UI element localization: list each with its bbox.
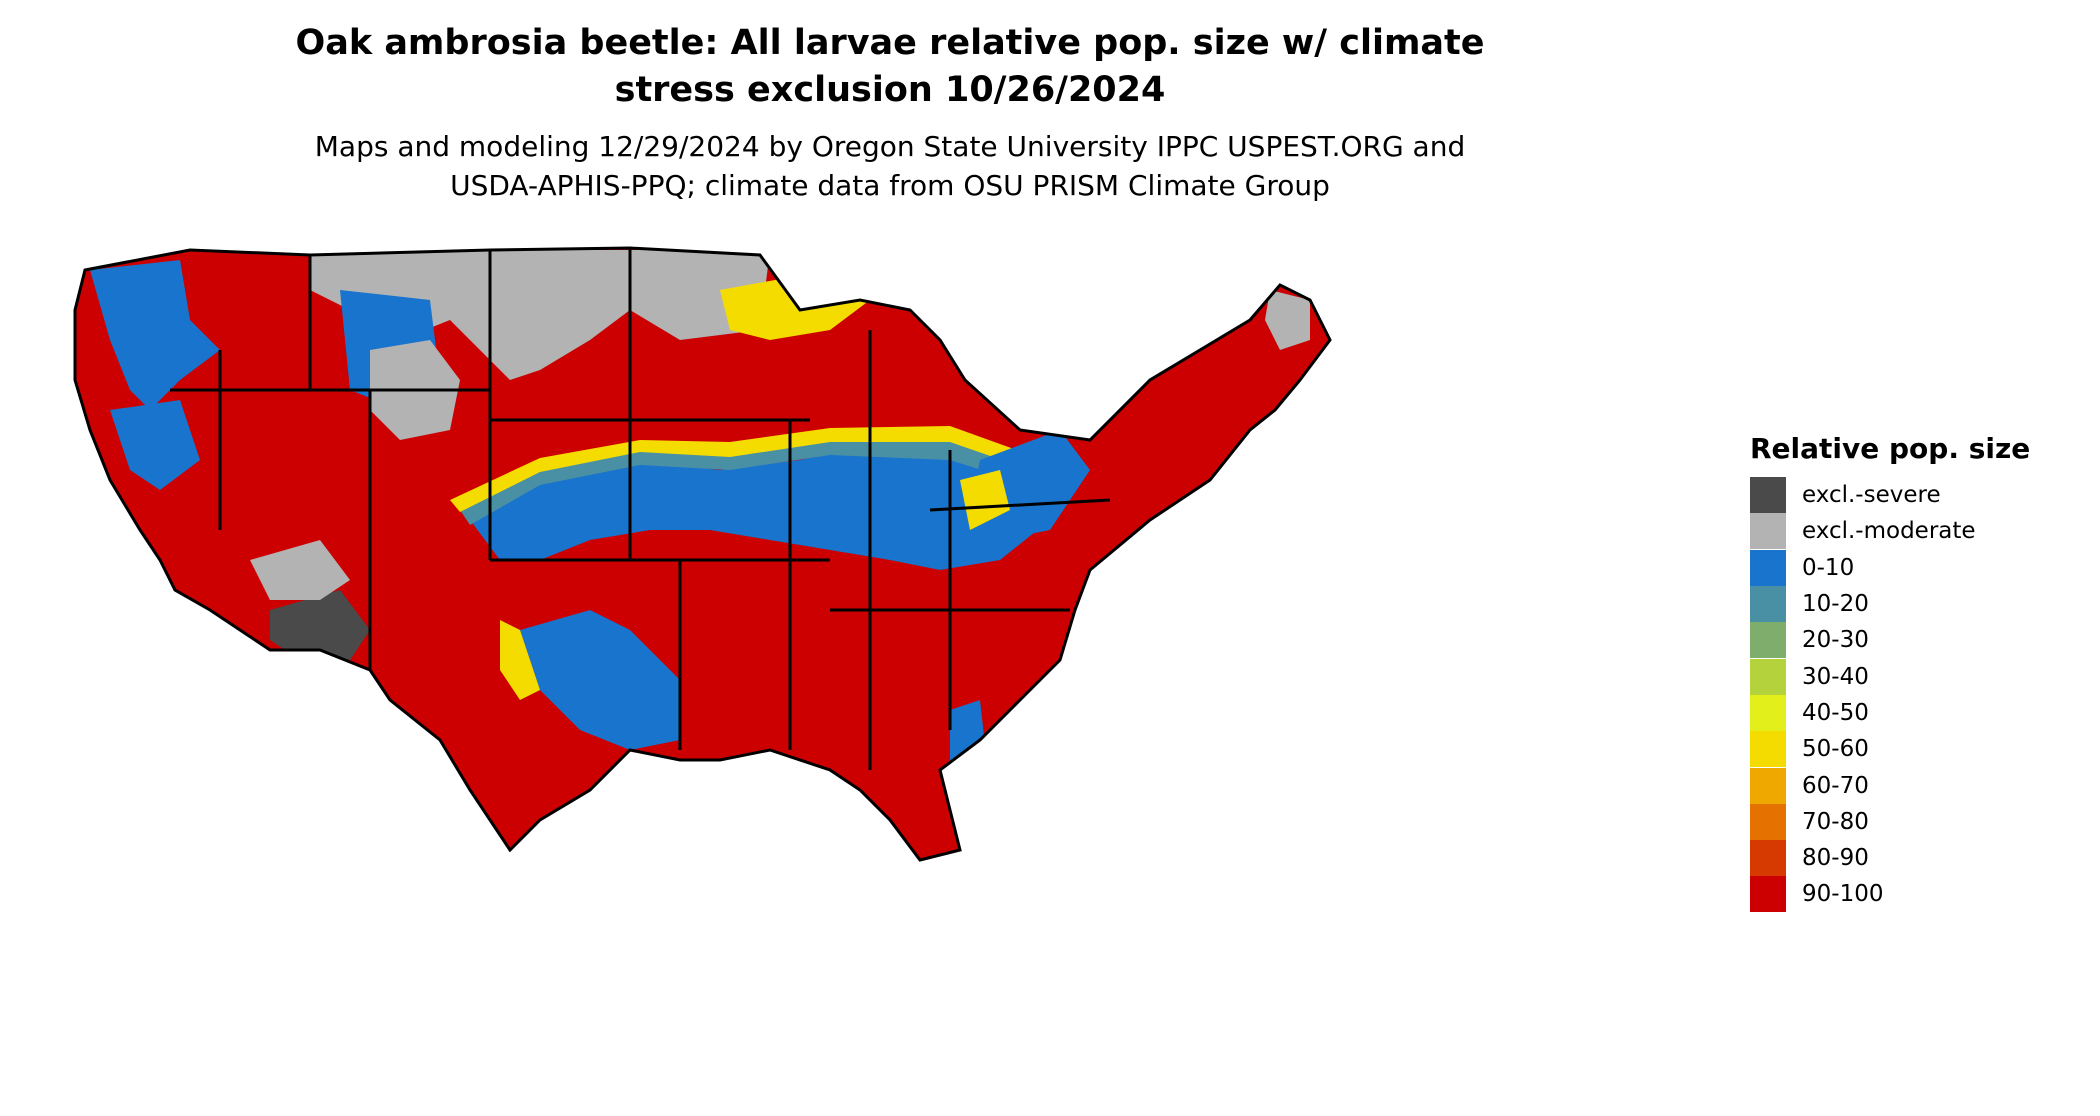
legend-swatch bbox=[1750, 622, 1786, 659]
legend-item: 70-80 bbox=[1750, 803, 2030, 840]
legend-swatch bbox=[1750, 694, 1786, 731]
subtitle-line-2: USDA-APHIS-PPQ; climate data from OSU PR… bbox=[450, 169, 1330, 202]
legend-label: 30-40 bbox=[1802, 663, 1869, 690]
legend-swatch bbox=[1750, 586, 1786, 623]
legend-item: 0-10 bbox=[1750, 549, 2030, 586]
legend-label: 0-10 bbox=[1802, 554, 1855, 581]
legend-item: 80-90 bbox=[1750, 840, 2030, 877]
legend-title: Relative pop. size bbox=[1750, 432, 2031, 465]
legend-item: 40-50 bbox=[1750, 694, 2030, 731]
legend-label: 70-80 bbox=[1802, 808, 1869, 835]
legend-label: excl.-moderate bbox=[1802, 518, 1976, 545]
legend-swatch bbox=[1750, 513, 1786, 550]
legend-item: 20-30 bbox=[1750, 622, 2030, 659]
title-line-2: stress exclusion 10/26/2024 bbox=[614, 70, 1166, 110]
legend-swatch bbox=[1750, 767, 1786, 804]
legend-item: 50-60 bbox=[1750, 731, 2030, 768]
subtitle-line-1: Maps and modeling 12/29/2024 by Oregon S… bbox=[314, 130, 1466, 163]
map-subtitle: Maps and modeling 12/29/2024 by Oregon S… bbox=[190, 127, 1590, 205]
legend-label: 50-60 bbox=[1802, 736, 1869, 763]
legend-swatch bbox=[1750, 477, 1786, 514]
legend-item: 90-100 bbox=[1750, 876, 2030, 913]
title-line-1: Oak ambrosia beetle: All larvae relative… bbox=[295, 23, 1485, 63]
legend-item: excl.-moderate bbox=[1750, 513, 2030, 550]
legend-item: excl.-severe bbox=[1750, 477, 2030, 514]
legend-label: excl.-severe bbox=[1802, 482, 1941, 509]
legend-swatch bbox=[1750, 731, 1786, 768]
legend-label: 40-50 bbox=[1802, 699, 1869, 726]
legend-swatch bbox=[1750, 803, 1786, 840]
map-title: Oak ambrosia beetle: All larvae relative… bbox=[190, 20, 1590, 114]
legend-item: 60-70 bbox=[1750, 767, 2030, 804]
legend-swatch bbox=[1750, 549, 1786, 586]
legend-label: 60-70 bbox=[1802, 772, 1869, 799]
legend-swatch bbox=[1750, 658, 1786, 695]
legend-label: 10-20 bbox=[1802, 591, 1869, 618]
legend: Relative pop. size excl.-severe excl.-mod… bbox=[1750, 432, 2030, 913]
legend-item: 10-20 bbox=[1750, 586, 2030, 623]
legend-swatch bbox=[1750, 876, 1786, 913]
legend-swatch bbox=[1750, 840, 1786, 877]
us-population-map bbox=[73, 246, 1332, 862]
legend-item: 30-40 bbox=[1750, 658, 2030, 695]
legend-items: excl.-severe excl.-moderate 0-10 10-20 20-30… bbox=[1750, 477, 2030, 913]
legend-label: 20-30 bbox=[1802, 627, 1869, 654]
legend-label: 80-90 bbox=[1802, 845, 1869, 872]
legend-label: 90-100 bbox=[1802, 881, 1884, 908]
